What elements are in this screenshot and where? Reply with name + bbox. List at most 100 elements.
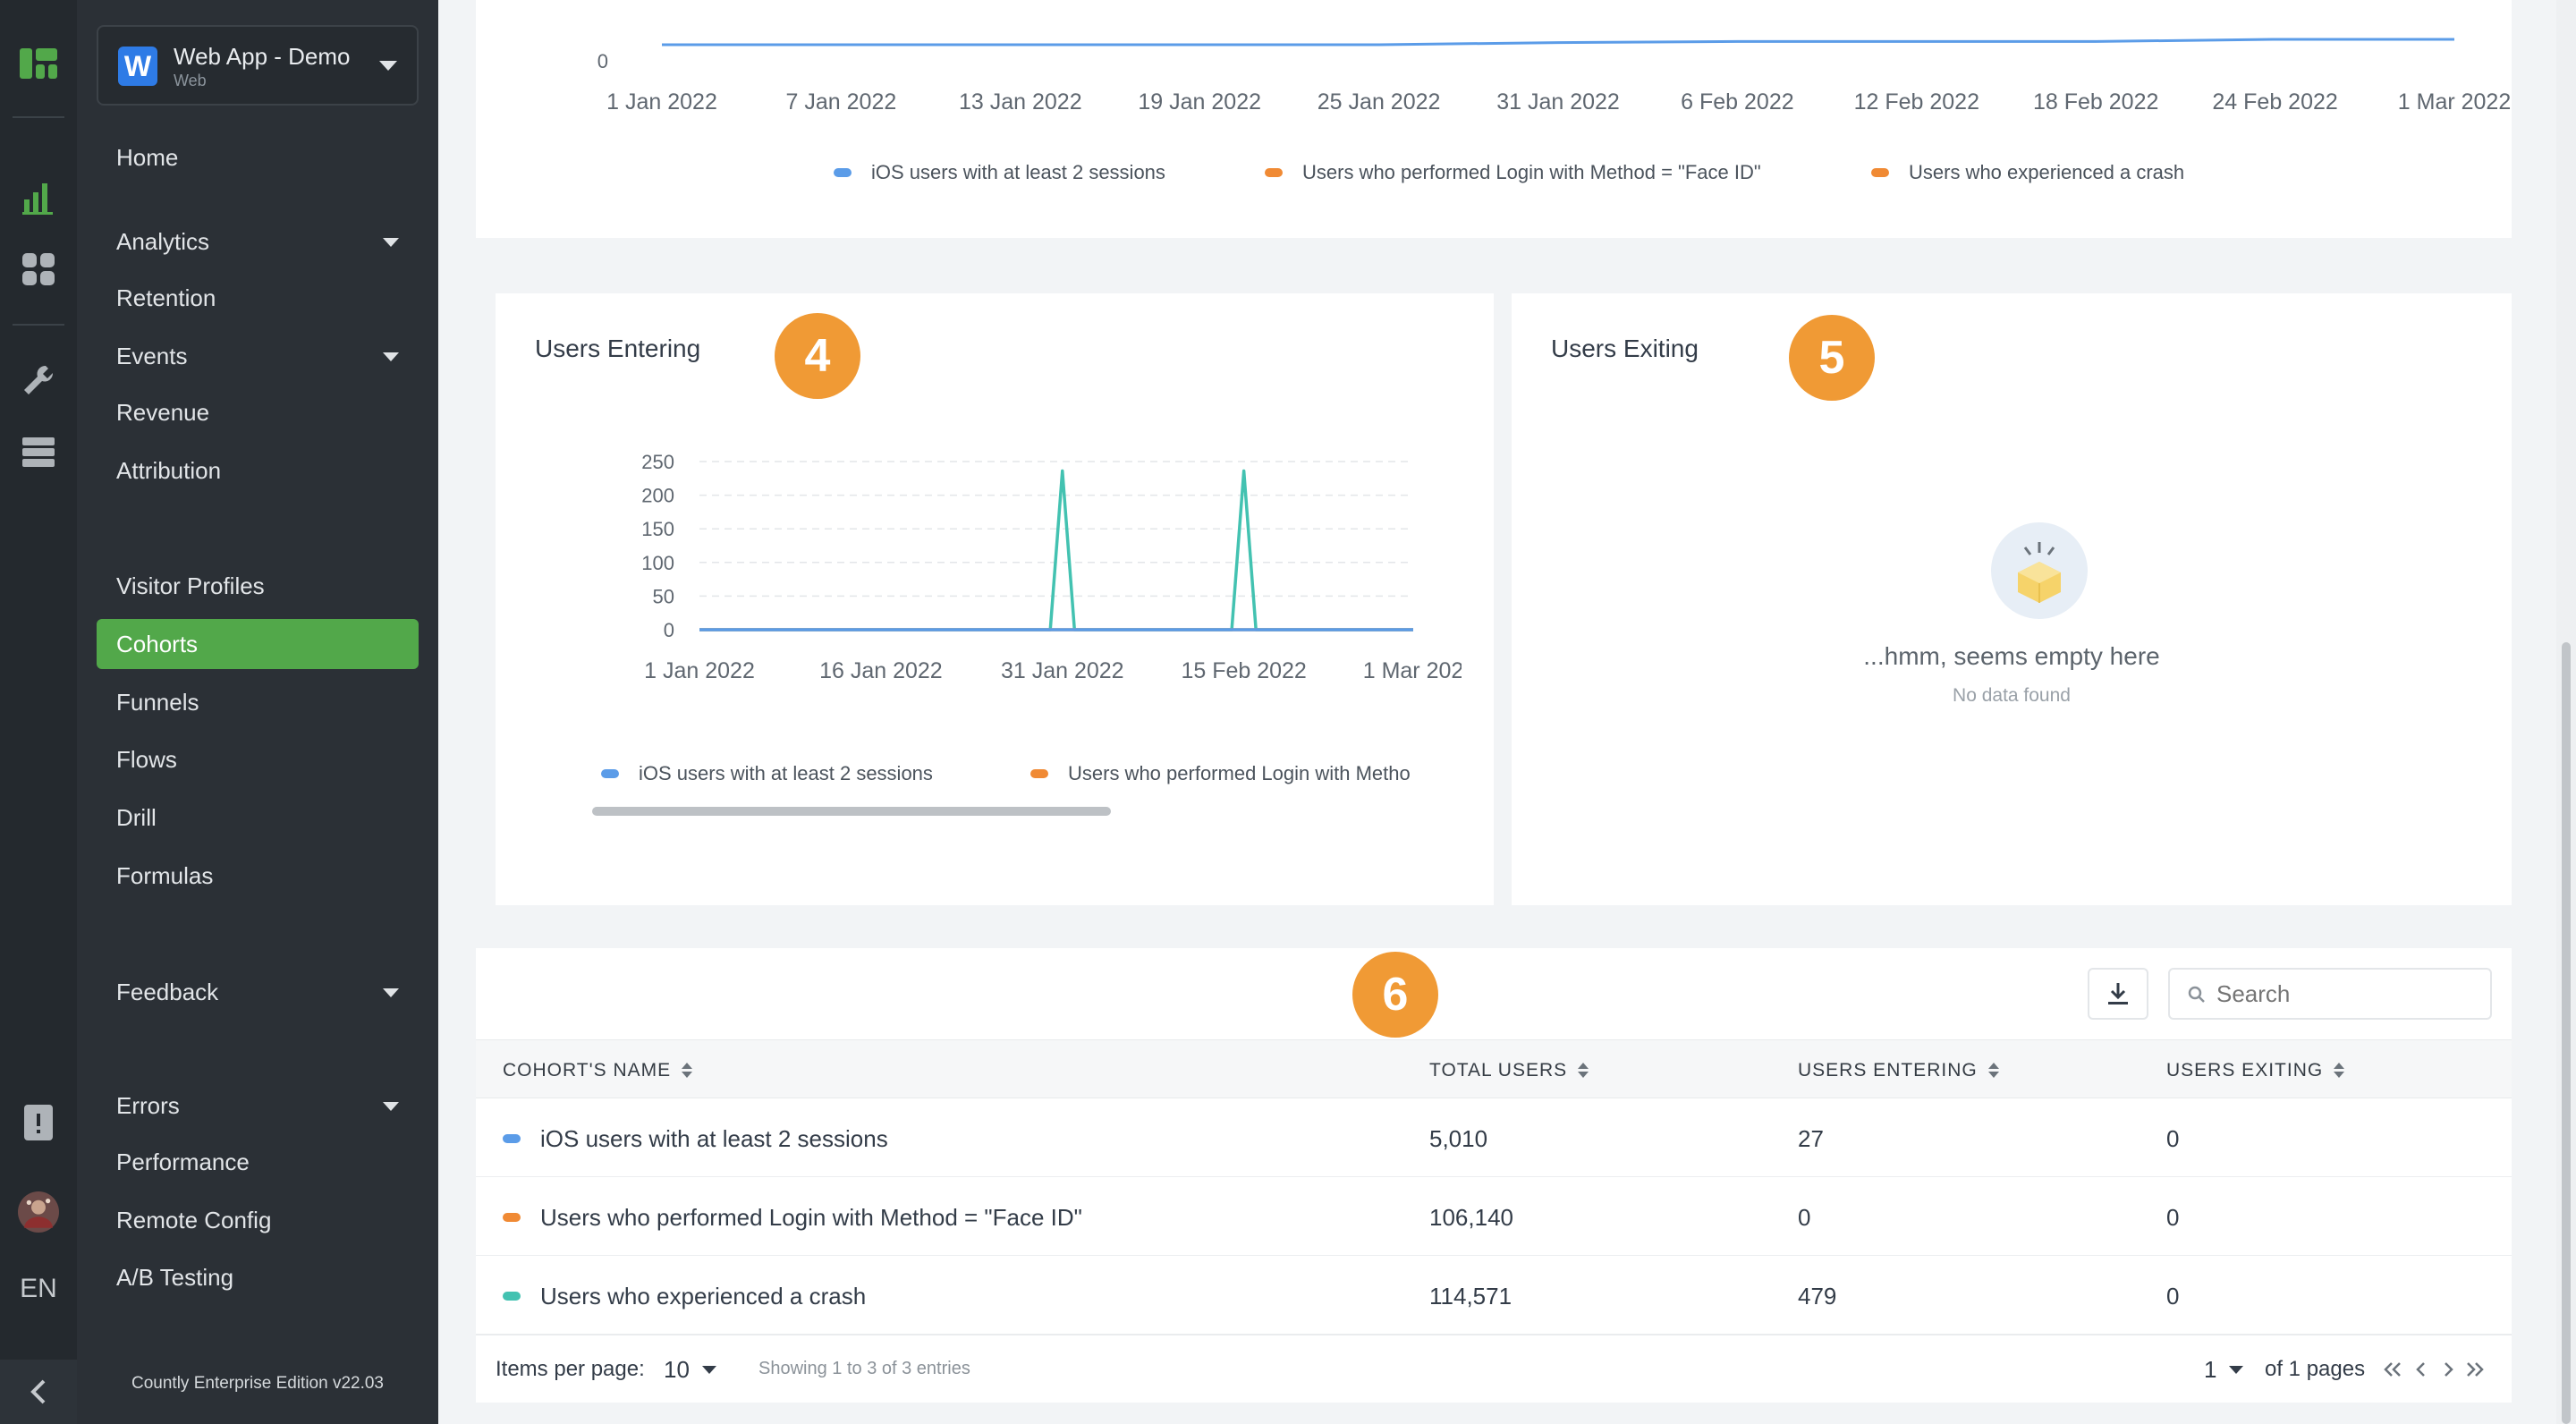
main-navigation: W Web App - Demo Web Home Analytics Rete… bbox=[77, 0, 438, 1424]
x-tick-label: 31 Jan 2022 bbox=[1001, 658, 1124, 683]
total-users: 106,140 bbox=[1429, 1204, 1513, 1231]
y-tick-label: 150 bbox=[641, 518, 674, 540]
last-page-icon[interactable] bbox=[2465, 1360, 2485, 1378]
empty-box-icon bbox=[1991, 522, 2088, 619]
sort-icon bbox=[2334, 1063, 2345, 1079]
y-tick-label: 100 bbox=[641, 552, 674, 574]
x-tick-label: 7 Jan 2022 bbox=[786, 89, 897, 114]
nav-item-attribution[interactable]: Attribution bbox=[97, 445, 419, 496]
nav-item-label: A/B Testing bbox=[116, 1263, 234, 1291]
legend-swatch bbox=[1030, 769, 1048, 778]
next-page-icon[interactable] bbox=[2442, 1360, 2454, 1378]
legend-swatch bbox=[1265, 168, 1283, 177]
column-header-total-users[interactable]: TOTAL USERS bbox=[1429, 1060, 1589, 1081]
cohort-name[interactable]: Users who experienced a crash bbox=[540, 1283, 867, 1310]
nav-item-visitor-profiles[interactable]: Visitor Profiles bbox=[97, 561, 419, 611]
countly-logo-icon[interactable] bbox=[18, 43, 59, 84]
nav-item-label: Visitor Profiles bbox=[116, 572, 265, 599]
series-line bbox=[662, 38, 2454, 47]
nav-item-revenue[interactable]: Revenue bbox=[97, 387, 419, 437]
empty-state-subtitle: No data found bbox=[1953, 685, 2071, 706]
first-page-icon[interactable] bbox=[2383, 1360, 2402, 1378]
dashboard-grid-icon[interactable] bbox=[18, 249, 59, 290]
language-switch[interactable]: EN bbox=[20, 1274, 57, 1303]
users-exiting-title: Users Exiting bbox=[1551, 335, 1699, 362]
nav-item-events[interactable]: Events bbox=[97, 331, 419, 381]
sort-icon bbox=[682, 1063, 693, 1079]
y-tick-label: 0 bbox=[597, 50, 608, 72]
nav-item-feedback[interactable]: Feedback bbox=[97, 967, 419, 1017]
user-avatar[interactable] bbox=[18, 1191, 59, 1233]
nav-item-analytics[interactable]: Analytics bbox=[97, 216, 419, 267]
legend-scrollbar[interactable] bbox=[592, 807, 1111, 816]
management-list-icon[interactable] bbox=[18, 431, 59, 472]
nav-item-remote-config[interactable]: Remote Config bbox=[97, 1195, 419, 1245]
page-select[interactable]: 1 bbox=[2204, 1353, 2258, 1386]
cohort-name[interactable]: Users who performed Login with Method = … bbox=[540, 1204, 1082, 1231]
x-tick-label: 1 Jan 2022 bbox=[606, 89, 717, 114]
search-input[interactable] bbox=[2168, 968, 2492, 1020]
cohort-trend-card: 0 1 Jan 2022 7 Jan 2022 13 Jan 2022 19 Jan 2… bbox=[476, 0, 2512, 238]
app-name: Web App - Demo bbox=[174, 43, 351, 70]
nav-item-label: Performance bbox=[116, 1148, 250, 1175]
items-per-page-select[interactable]: 10 bbox=[664, 1353, 732, 1386]
collapse-sidebar-button[interactable] bbox=[0, 1360, 77, 1424]
step-badge: 6 bbox=[1352, 952, 1438, 1038]
wrench-icon[interactable] bbox=[18, 360, 59, 401]
scrollbar-thumb[interactable] bbox=[2562, 642, 2571, 1424]
nav-item-flows[interactable]: Flows bbox=[97, 734, 419, 784]
page-scrollbar[interactable] bbox=[2556, 0, 2576, 1424]
legend-item[interactable]: Users who performed Login with Method = … bbox=[1265, 161, 1761, 184]
legend-label: Users who performed Login with Method = … bbox=[1302, 161, 1761, 183]
download-button[interactable] bbox=[2088, 968, 2148, 1020]
nav-item-label: Analytics bbox=[116, 227, 210, 255]
nav-item-funnels[interactable]: Funnels bbox=[97, 677, 419, 727]
documentation-icon[interactable] bbox=[18, 1102, 59, 1143]
y-tick-label: 250 bbox=[641, 451, 674, 473]
table-row[interactable]: Users who performed Login with Method = … bbox=[476, 1177, 2512, 1256]
legend-item[interactable]: Users who experienced a crash bbox=[1871, 161, 2184, 184]
nav-item-label: Flows bbox=[116, 745, 177, 773]
legend-item[interactable]: Users who performed Login with Metho bbox=[1030, 762, 1442, 785]
x-tick-label: 12 Feb 2022 bbox=[1854, 89, 1979, 114]
analytics-bar-chart-icon[interactable] bbox=[18, 177, 59, 218]
x-tick-label: 6 Feb 2022 bbox=[1681, 89, 1794, 114]
users-entering: 27 bbox=[1798, 1125, 1824, 1152]
nav-item-drill[interactable]: Drill bbox=[97, 793, 419, 843]
nav-item-label: Funnels bbox=[116, 688, 199, 716]
table-row[interactable]: Users who experienced a crash 114,571 47… bbox=[476, 1256, 2512, 1335]
nav-item-performance[interactable]: Performance bbox=[97, 1137, 419, 1187]
legend-swatch bbox=[1871, 168, 1889, 177]
app-selector[interactable]: W Web App - Demo Web bbox=[97, 25, 419, 106]
nav-item-label: Feedback bbox=[116, 978, 219, 1005]
nav-item-home[interactable]: Home bbox=[97, 132, 419, 182]
header-label: COHORT'S NAME bbox=[503, 1060, 672, 1081]
users-entering-x-axis bbox=[496, 680, 1462, 733]
nav-item-label: Errors bbox=[116, 1091, 180, 1119]
nav-item-retention[interactable]: Retention bbox=[97, 273, 419, 323]
legend-item[interactable]: iOS users with at least 2 sessions bbox=[601, 762, 933, 785]
x-tick-label: 1 Mar 202 bbox=[1363, 658, 1462, 683]
nav-item-errors[interactable]: Errors bbox=[97, 1081, 419, 1131]
nav-item-cohorts[interactable]: Cohorts bbox=[97, 619, 419, 669]
app-logo: W bbox=[118, 47, 157, 86]
table-row[interactable]: iOS users with at least 2 sessions 5,010… bbox=[476, 1098, 2512, 1177]
nav-item-label: Home bbox=[116, 143, 179, 171]
cohort-color-dot bbox=[503, 1213, 521, 1222]
column-header-cohort-name[interactable]: COHORT'S NAME bbox=[503, 1060, 693, 1081]
y-tick-label: 0 bbox=[664, 619, 674, 641]
search-field[interactable] bbox=[2216, 979, 2476, 1009]
nav-item-formulas[interactable]: Formulas bbox=[97, 851, 419, 901]
table-header: COHORT'S NAME TOTAL USERS USERS ENTERING… bbox=[476, 1039, 2512, 1098]
icon-rail: EN bbox=[0, 0, 77, 1424]
previous-page-icon[interactable] bbox=[2415, 1360, 2428, 1378]
step-badge: 5 bbox=[1789, 315, 1875, 401]
nav-item-label: Events bbox=[116, 342, 188, 369]
nav-item-ab-testing[interactable]: A/B Testing bbox=[97, 1252, 419, 1302]
column-header-users-exiting[interactable]: USERS EXITING bbox=[2166, 1060, 2345, 1081]
edition-label: Countly Enterprise Edition v22.03 bbox=[131, 1374, 384, 1393]
cohort-name[interactable]: iOS users with at least 2 sessions bbox=[540, 1125, 888, 1152]
users-exiting: 0 bbox=[2166, 1204, 2180, 1231]
column-header-users-entering[interactable]: USERS ENTERING bbox=[1798, 1060, 1999, 1081]
legend-item[interactable]: iOS users with at least 2 sessions bbox=[834, 161, 1165, 184]
